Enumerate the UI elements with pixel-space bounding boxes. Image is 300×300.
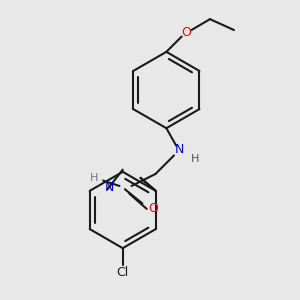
Text: H: H [90, 173, 99, 183]
Text: O: O [148, 202, 158, 215]
Text: H: H [190, 154, 199, 164]
Text: N: N [175, 143, 184, 157]
Text: N: N [105, 181, 114, 194]
Text: O: O [181, 26, 191, 39]
Text: Cl: Cl [117, 266, 129, 279]
